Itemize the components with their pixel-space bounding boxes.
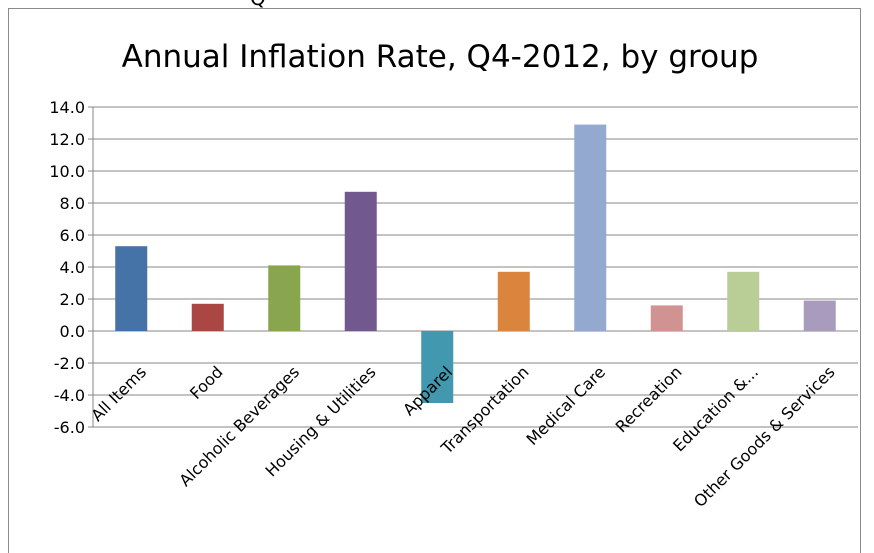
y-tick-label: -6.0: [54, 418, 85, 437]
bar: [421, 331, 454, 403]
y-tick-label: 14.0: [49, 98, 85, 117]
y-tick-label: -4.0: [54, 386, 85, 405]
category-label: All Items: [87, 362, 150, 425]
y-tick-labels: 14.0 12.0 10.0 8.0 6.0 4.0 2.0 0.0 -2.0 -4.0 -6.0: [49, 98, 85, 437]
y-tick-label: 8.0: [60, 194, 85, 213]
bars: [115, 124, 836, 403]
y-tick-label: 6.0: [60, 226, 85, 245]
y-tick-label: 10.0: [49, 162, 85, 181]
category-label: Recreation: [612, 362, 686, 436]
category-label: Food: [186, 362, 227, 403]
bar: [727, 271, 760, 331]
bar: [268, 265, 301, 331]
chart-title: Annual Inflation Rate, Q4-2012, by group: [122, 39, 759, 75]
cropped-header-text: Q: [250, 0, 266, 10]
bar: [650, 305, 683, 331]
category-label: Medical Care: [523, 362, 610, 449]
bar: [803, 300, 836, 331]
bar: [497, 271, 530, 331]
y-tick-label: -2.0: [54, 354, 85, 373]
bar: [115, 246, 148, 331]
y-tick-label: 2.0: [60, 290, 85, 309]
category-label: Other Goods & Services: [690, 362, 839, 511]
y-tick-label: 12.0: [49, 130, 85, 149]
y-axis: [88, 106, 94, 428]
bar: [191, 303, 224, 331]
bar: [574, 124, 607, 331]
bar: [344, 191, 377, 331]
y-tick-label: 4.0: [60, 258, 85, 277]
y-tick-label: 0.0: [60, 322, 85, 341]
chart-frame: [8, 8, 861, 553]
top-strip-cropped-text: Q: [0, 0, 874, 12]
